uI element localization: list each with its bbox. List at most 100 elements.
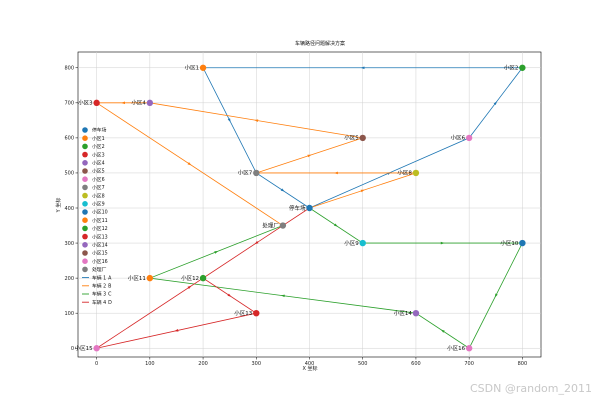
legend-marker [82,135,88,141]
x-tick-label: 0 [95,361,98,367]
route-arrow-4 [227,293,232,297]
legend-label: 小区8 [92,192,105,199]
point-label: 小区6 [451,134,466,142]
route-arrow-4 [254,240,259,245]
point-marker [519,64,526,71]
point-marker [412,169,420,177]
legend-marker [82,217,88,223]
point-label: 小区8 [397,169,412,177]
point-label: 小区14 [394,309,412,317]
legend-label: 小区2 [92,143,105,150]
point-marker [465,345,473,352]
legend-label: 小区13 [92,233,108,240]
legend-label: 小区7 [92,184,105,191]
legend-marker [82,127,88,133]
point-label: 小区13 [234,309,252,317]
point-label: 小区11 [128,274,146,282]
route-arrow-1 [493,101,498,106]
legend-label: 小区1 [92,135,105,142]
x-tick-label: 100 [145,361,155,367]
legend-label: 小区9 [92,201,105,208]
legend-label: 处理厂 [92,266,107,273]
route-arrow-1 [360,66,365,70]
route-arrow-2 [333,171,338,175]
legend-label: 小区5 [92,168,105,175]
point-label: 小区9 [344,239,359,247]
y-tick-label: 200 [64,276,74,282]
route-arrow-1 [280,188,285,192]
route-arrow-3 [214,251,219,254]
legend-label: 小区10 [92,209,108,216]
point-marker [93,99,100,107]
legend-marker [82,160,88,166]
route-arrow-3 [440,329,445,333]
legend-series-name: 车辆 2 [92,283,106,290]
legend-marker [82,250,88,256]
y-tick-label: 100 [64,311,74,317]
legend-label: 小区15 [92,250,108,257]
legend-series-name: 车辆 4 [92,299,106,306]
route-arrow-2 [360,189,365,193]
point-label: 小区16 [447,344,465,352]
legend-marker [82,225,88,232]
legend-label: 小区11 [92,217,108,224]
legend-marker [82,184,88,191]
point-label: 小区1 [185,64,200,72]
y-axis-label: Y 坐标 [55,198,62,214]
point-label: 小区15 [75,344,93,352]
legend-marker [82,258,88,265]
legend-label: 小区14 [92,242,108,249]
point-marker [93,345,100,352]
legend-label: 小区4 [92,160,105,167]
x-tick-label: 500 [358,361,368,367]
y-tick-label: 500 [64,171,74,177]
point-label: 小区5 [344,134,359,142]
legend-series-code: C [108,292,112,298]
point-label: 小区2 [504,64,519,72]
y-tick-label: 0 [71,346,74,352]
route-arrow-2 [187,162,192,166]
x-tick-label: 800 [518,361,528,367]
legend-marker [82,151,88,158]
y-tick-label: 600 [64,136,74,142]
legend-label: 停车场 [92,127,107,134]
legend-label: 小区6 [92,176,105,183]
x-tick-label: 200 [198,361,208,367]
legend-label: 小区12 [92,225,108,232]
route-arrow-3 [440,241,445,245]
route-arrow-3 [333,223,338,227]
legend-marker [82,233,88,240]
route-arrow-3 [280,294,285,298]
point-marker [412,309,420,317]
point-marker [359,134,366,142]
point-label: 小区12 [181,274,199,282]
point-marker [199,274,207,282]
y-tick-label: 800 [64,66,74,72]
legend-marker [82,242,88,248]
legend-marker [82,176,88,182]
legend-label: 小区16 [92,258,108,265]
point-label: 停车场 [289,204,306,212]
route-arrow-4 [187,285,192,289]
legend-marker [82,192,88,199]
legend-marker [82,168,88,174]
point-marker [253,309,260,317]
y-tick-label: 700 [64,101,74,107]
point-marker [146,99,154,107]
route-arrow-1 [227,118,231,123]
watermark: CSDN @random_2011 [470,382,592,395]
legend-series-name: 车辆 3 [92,291,106,298]
point-marker [519,239,526,247]
legend: 停车场小区1小区2小区3小区4小区5小区6小区7小区8小区9小区10小区11小区… [82,127,112,306]
point-label: 小区10 [500,239,518,247]
legend-marker [82,209,88,215]
point-marker [465,134,473,142]
points [93,64,526,352]
x-tick-label: 400 [305,361,315,367]
legend-marker [82,266,88,273]
point-marker [359,239,366,247]
